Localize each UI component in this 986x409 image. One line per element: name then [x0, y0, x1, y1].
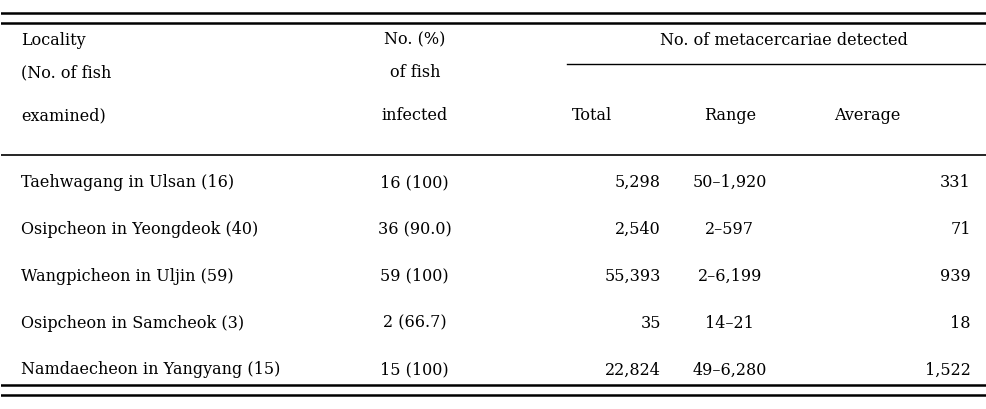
Text: Taehwagang in Ulsan (16): Taehwagang in Ulsan (16)	[21, 174, 234, 191]
Text: Namdaecheon in Yangyang (15): Namdaecheon in Yangyang (15)	[21, 361, 280, 378]
Text: 16 (100): 16 (100)	[380, 174, 449, 191]
Text: 2–597: 2–597	[705, 220, 753, 237]
Text: 14–21: 14–21	[705, 314, 753, 331]
Text: 35: 35	[640, 314, 661, 331]
Text: Osipcheon in Samcheok (3): Osipcheon in Samcheok (3)	[21, 314, 244, 331]
Text: Range: Range	[703, 107, 755, 124]
Text: 939: 939	[939, 267, 970, 284]
Text: 49–6,280: 49–6,280	[692, 361, 766, 378]
Text: 2 (66.7): 2 (66.7)	[383, 314, 446, 331]
Text: 5,298: 5,298	[614, 174, 661, 191]
Text: 22,824: 22,824	[604, 361, 661, 378]
Text: No. (%): No. (%)	[384, 31, 445, 48]
Text: 1,522: 1,522	[924, 361, 970, 378]
Text: infected: infected	[382, 107, 448, 124]
Text: 18: 18	[950, 314, 970, 331]
Text: No. of metacercariae detected: No. of metacercariae detected	[660, 31, 907, 48]
Text: 2–6,199: 2–6,199	[697, 267, 761, 284]
Text: 55,393: 55,393	[603, 267, 661, 284]
Text: Total: Total	[571, 107, 611, 124]
Text: Average: Average	[833, 107, 900, 124]
Text: of fish: of fish	[389, 64, 440, 81]
Text: 2,540: 2,540	[614, 220, 661, 237]
Text: Osipcheon in Yeongdeok (40): Osipcheon in Yeongdeok (40)	[21, 220, 258, 237]
Text: 71: 71	[950, 220, 970, 237]
Text: examined): examined)	[21, 107, 106, 124]
Text: 331: 331	[939, 174, 970, 191]
Text: 59 (100): 59 (100)	[380, 267, 449, 284]
Text: Locality: Locality	[21, 31, 86, 48]
Text: Wangpicheon in Uljin (59): Wangpicheon in Uljin (59)	[21, 267, 234, 284]
Text: (No. of fish: (No. of fish	[21, 64, 111, 81]
Text: 15 (100): 15 (100)	[380, 361, 449, 378]
Text: 50–1,920: 50–1,920	[692, 174, 766, 191]
Text: 36 (90.0): 36 (90.0)	[378, 220, 452, 237]
